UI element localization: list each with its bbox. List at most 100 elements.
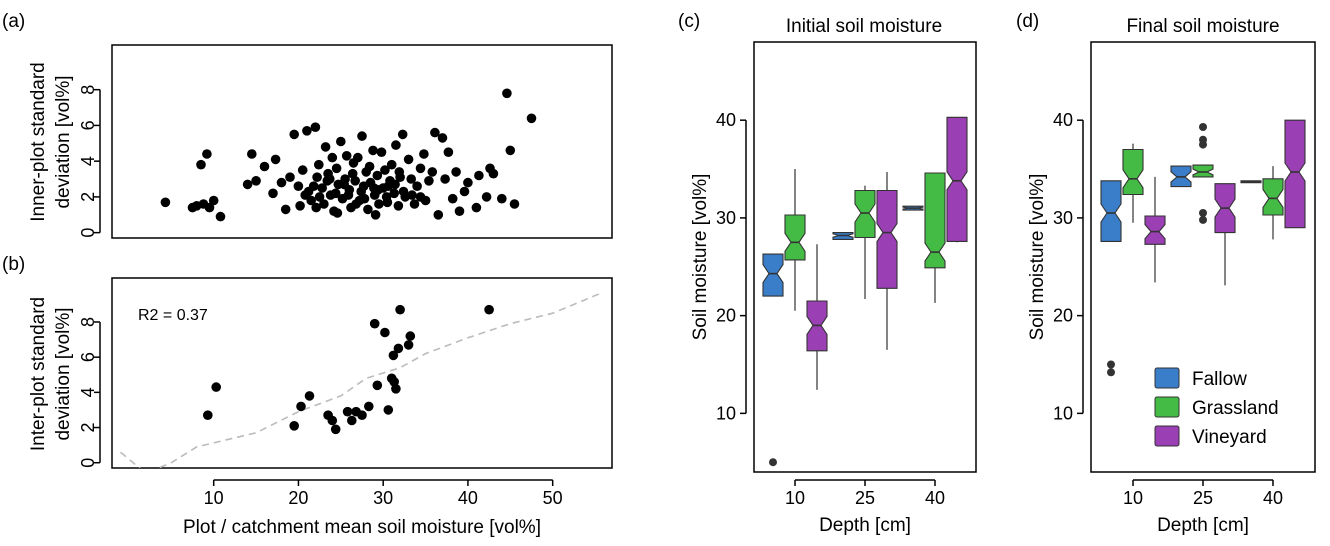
y-tick-label: 10 [716,403,736,423]
panel-b-r2-annotation: R2 = 0.37 [138,307,208,324]
box-body [854,189,876,239]
panel-c-ylabel: Soil moisture [vol%] [690,174,711,341]
data-point [406,174,417,184]
data-point [347,168,358,179]
legend-label-vineyard: Vineyard [1192,427,1267,448]
data-point [383,405,394,415]
data-point [364,401,374,412]
panel-d-xlabel: Depth [cm] [1157,515,1249,536]
outlier-point [769,458,777,467]
box-fallow-25 [832,232,854,240]
x-tick-label: 10 [785,488,805,508]
box-body [1262,178,1284,216]
box-fallow-40 [1240,180,1262,184]
data-point [409,199,420,209]
data-point [339,179,350,190]
panel-c-xlabel: Depth [cm] [819,515,911,536]
data-point [342,406,353,417]
data-point [368,145,378,156]
panel-a-y-axis: 0 2 4 6 8 [78,85,101,238]
data-point [320,142,331,152]
data-point [357,410,367,421]
y-tick-label: 40 [716,110,736,130]
x-tick-label: 10 [204,488,224,508]
data-point [397,129,408,140]
data-point [356,186,367,197]
outlier-point [1199,209,1207,217]
data-point [505,145,516,156]
box-body [1100,180,1122,242]
data-point [304,391,315,401]
panel-d: (d) Final soil moisture Soil moisture [v… [1016,11,1316,536]
y-tick-label: 10 [1053,403,1073,423]
data-point [369,318,380,329]
data-point [403,340,414,350]
y-tick-label: 0 [78,458,98,468]
y-tick-label: 30 [716,208,736,228]
panel-c-y-axis: 10 20 30 40 [716,110,747,423]
panel-b-xlabel: Plot / catchment mean soil moisture [vol… [183,517,541,538]
data-point [372,380,383,391]
y-tick-label: 2 [78,423,98,433]
panel-d-ylabel: Soil moisture [vol%] [1027,174,1048,341]
data-point [427,167,438,177]
box-body [1284,119,1306,229]
panel-c: (c) Initial soil moisture Soil moisture … [678,11,977,536]
panel-d-boxes [1100,119,1306,377]
data-point [268,188,278,199]
box-vineyard-10 [806,244,828,390]
data-point [251,176,261,186]
data-point [276,177,287,188]
data-point [359,193,370,204]
box-grassland-10 [1122,143,1144,223]
data-point [376,147,387,157]
data-point [311,202,322,213]
data-point [215,211,226,222]
data-point [471,202,482,213]
data-point [383,181,394,191]
data-point [314,159,324,170]
y-tick-label: 6 [78,120,98,130]
data-point [347,415,357,426]
box-vineyard-25 [1214,183,1236,286]
data-point [463,177,473,188]
data-point [386,159,397,170]
data-point [211,382,221,392]
data-point [526,113,537,124]
panel-a-points [160,88,537,222]
panel-b: (b) Inter-plot standard deviation [vol%]… [2,254,613,538]
data-point [336,136,346,147]
data-point [280,204,291,215]
data-point [391,384,401,394]
data-point [357,131,367,141]
box-body [924,172,946,269]
y-tick-label: 6 [78,352,98,362]
data-point [433,210,444,220]
data-point [330,424,341,435]
panel-b-ylabel-line1: Inter-plot standard [28,297,49,451]
outlier-point [1199,140,1207,149]
data-point [331,163,342,174]
box-fallow-10 [762,253,784,467]
data-point [391,140,401,150]
x-tick-label: 25 [855,488,875,508]
data-point [312,172,322,182]
data-point [327,152,338,163]
regression-line [119,291,604,468]
panel-d-title: Final soil moisture [1126,16,1279,37]
x-tick-label: 40 [458,488,478,508]
data-point [310,122,321,132]
panel-d-frame [1090,41,1316,473]
panel-d-label: (d) [1016,11,1039,32]
panel-c-x-axis: 10 25 40 [785,479,945,508]
panel-a-label: (a) [2,11,25,32]
panel-b-frame [111,277,613,469]
data-point [488,168,499,179]
data-point [308,181,319,191]
data-point [481,192,492,202]
y-tick-label: 30 [1053,208,1073,228]
data-point [295,201,305,211]
legend-swatch-fallow [1154,367,1180,389]
legend-swatch-vineyard [1154,425,1180,447]
